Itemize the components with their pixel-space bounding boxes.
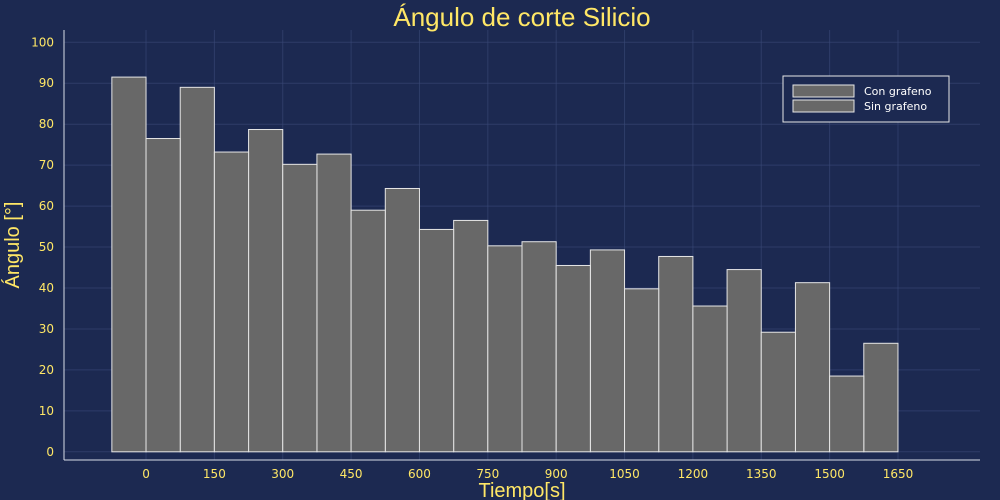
y-tick-label: 30 bbox=[39, 322, 54, 336]
legend: Con grafeno Sin grafeno bbox=[782, 75, 950, 123]
y-tick-label: 40 bbox=[39, 281, 54, 295]
tick-labels: 0 10 20 30 40 50 60 70 80 90 100 0 150 300 450 600 750 90… bbox=[31, 35, 913, 481]
x-tick-label: 0 bbox=[142, 467, 150, 481]
bar-con-grafeno bbox=[453, 219, 489, 453]
bar-con-grafeno bbox=[111, 76, 147, 453]
bar-con-grafeno bbox=[248, 129, 284, 453]
bar-sin-grafeno bbox=[829, 375, 865, 453]
x-tick-label: 150 bbox=[203, 467, 226, 481]
y-tick-label: 20 bbox=[39, 363, 54, 377]
y-tick-label: 80 bbox=[39, 117, 54, 131]
bar-con-grafeno bbox=[589, 249, 626, 453]
bar-sin-grafeno bbox=[487, 245, 523, 453]
bar-sin-grafeno bbox=[213, 151, 250, 453]
x-tick-label: 1050 bbox=[609, 467, 640, 481]
bar-con-grafeno bbox=[726, 269, 762, 453]
bar-sin-grafeno bbox=[145, 138, 181, 453]
x-tick-label: 1650 bbox=[883, 467, 914, 481]
bar-con-grafeno bbox=[179, 86, 215, 453]
x-tick-label: 1350 bbox=[746, 467, 777, 481]
bar-con-grafeno bbox=[863, 342, 899, 453]
bar-sin-grafeno bbox=[418, 228, 455, 453]
legend-box bbox=[782, 75, 950, 123]
legend-label-con-grafeno: Con grafeno bbox=[864, 85, 932, 98]
axes bbox=[63, 30, 980, 461]
bar-sin-grafeno bbox=[282, 163, 318, 453]
x-tick-label: 450 bbox=[340, 467, 363, 481]
x-tick-label: 750 bbox=[476, 467, 499, 481]
bar-con-grafeno bbox=[384, 187, 420, 453]
bar-sin-grafeno bbox=[692, 305, 728, 453]
bar-con-grafeno bbox=[521, 241, 557, 453]
y-tick-label: 10 bbox=[39, 404, 54, 418]
y-tick-label: 100 bbox=[31, 35, 54, 49]
legend-swatch-sin-grafeno bbox=[792, 99, 855, 113]
chart-title: Ángulo de corte Silicio bbox=[393, 2, 650, 32]
legend-label-sin-grafeno: Sin grafeno bbox=[864, 100, 927, 113]
y-axis-label: Ángulo [°] bbox=[1, 202, 24, 289]
bar-sin-grafeno bbox=[624, 288, 660, 453]
bars bbox=[111, 76, 899, 453]
y-tick-label: 60 bbox=[39, 199, 54, 213]
bar-con-grafeno bbox=[794, 282, 831, 453]
bar-sin-grafeno bbox=[555, 264, 591, 453]
y-tick-label: 0 bbox=[46, 445, 54, 459]
x-axis-label: Tiempo[s] bbox=[478, 480, 565, 500]
y-tick-label: 50 bbox=[39, 240, 54, 254]
bar-con-grafeno bbox=[316, 153, 352, 453]
bar-sin-grafeno bbox=[350, 209, 386, 453]
x-tick-label: 900 bbox=[545, 467, 568, 481]
x-tick-label: 1500 bbox=[814, 467, 845, 481]
x-tick-label: 1200 bbox=[678, 467, 709, 481]
y-tick-label: 70 bbox=[39, 158, 54, 172]
x-tick-label: 300 bbox=[271, 467, 294, 481]
bar-con-grafeno bbox=[658, 255, 694, 453]
bar-sin-grafeno bbox=[760, 331, 796, 453]
y-tick-label: 90 bbox=[39, 76, 54, 90]
legend-swatch-con-grafeno bbox=[792, 84, 855, 98]
x-tick-label: 600 bbox=[408, 467, 431, 481]
